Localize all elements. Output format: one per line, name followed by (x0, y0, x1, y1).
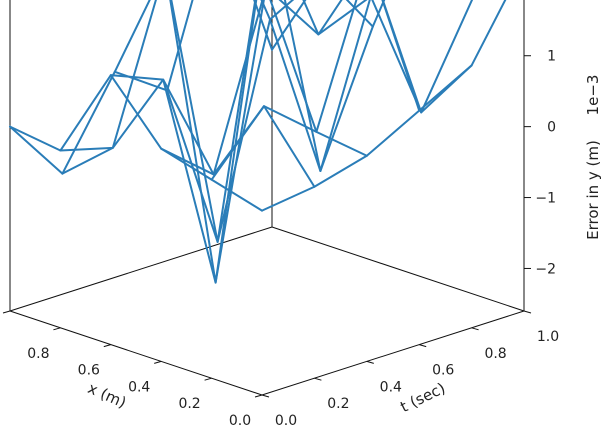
x-tick-label: 0.4 (128, 379, 150, 395)
x-tick-label: 0.6 (78, 363, 100, 379)
t-tick-label: 0.4 (380, 379, 402, 395)
t-tick-label: 0.0 (275, 413, 297, 429)
t-tick-mark (523, 310, 532, 314)
x-tick-mark (53, 327, 61, 331)
t-tick-label: 0.6 (432, 363, 454, 379)
t-tick-mark (261, 394, 270, 398)
wire-line-t2 (113, 0, 368, 284)
z-tick-label: 0 (547, 120, 556, 136)
pane-edge-3 (271, 226, 525, 312)
x-tick-label: 0.8 (27, 346, 49, 362)
axes-panes (9, 0, 525, 396)
x-axis-title: x (m) (85, 379, 129, 412)
t-tick-label: 0.8 (484, 346, 506, 362)
x-tick-mark (154, 360, 162, 364)
t-tick-mark (471, 327, 479, 331)
t-tick-label: 0.2 (327, 396, 349, 412)
z-tick-label: −1 (535, 191, 556, 207)
x-tick-label: 0.0 (229, 413, 251, 429)
pane-edge-0 (9, 310, 263, 396)
t-tick-mark (366, 360, 374, 364)
z-axis-title: Error in y (m) (584, 140, 602, 240)
wire-line-x0 (261, 0, 507, 212)
wire-line-x3 (109, 0, 374, 284)
x-tick-mark (254, 394, 263, 398)
wire-line-x1 (210, 0, 474, 181)
t-tick-label: 1.0 (537, 329, 559, 345)
wire-line-t1 (61, 78, 316, 188)
t-tick-mark (314, 377, 322, 381)
pane-edge-1 (261, 310, 525, 396)
wire-line-t3 (166, 0, 421, 243)
wire-line-t0 (9, 74, 263, 212)
x-tick-mark (204, 377, 212, 381)
wire-line-x5 (9, 0, 273, 175)
pane-edge-2 (9, 226, 273, 312)
tick-marks: 0.00.20.40.60.81.00.00.20.40.60.81.0−2−1… (2, 49, 559, 429)
wire-line-x4 (59, 0, 295, 243)
x-tick-label: 0.2 (178, 396, 200, 412)
wireframe-surface (9, 0, 507, 284)
z-tick-label: 1 (547, 49, 556, 65)
z-axis-multiplier: 1e−3 (584, 75, 602, 116)
z-tick-label: −2 (535, 261, 556, 277)
x-tick-mark (2, 310, 11, 314)
t-axis-title: t (sec) (397, 379, 448, 416)
t-tick-mark (419, 344, 427, 348)
x-tick-mark (103, 344, 111, 348)
